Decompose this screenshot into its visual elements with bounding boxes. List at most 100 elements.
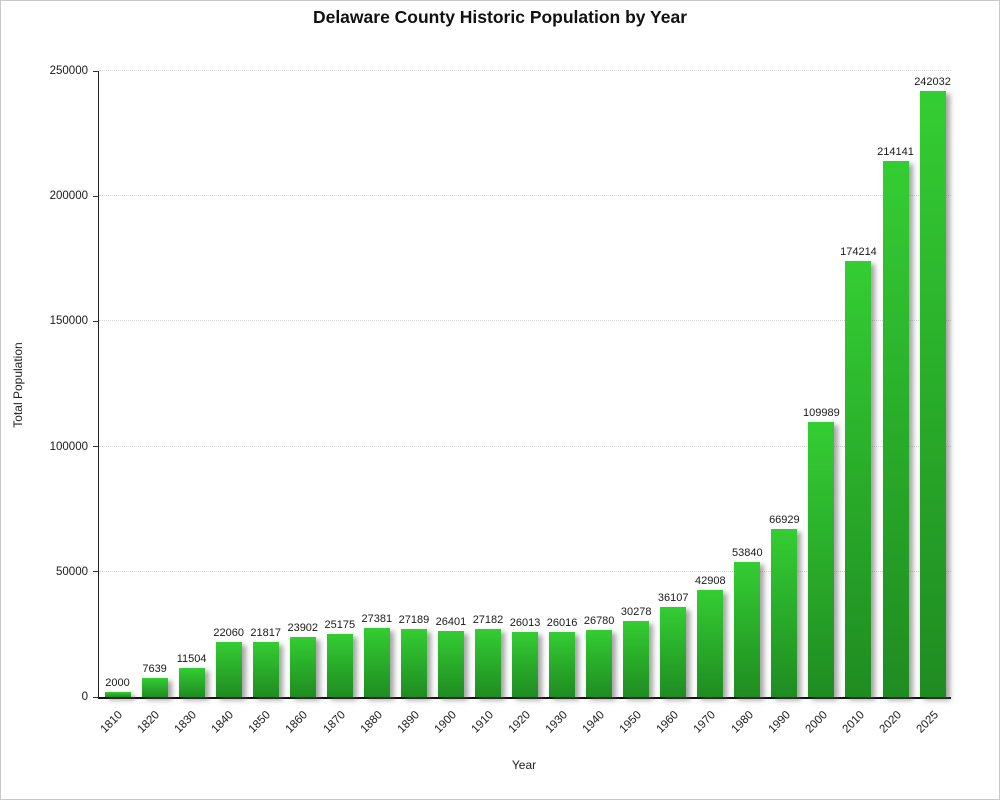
bar-1860 — [289, 637, 316, 697]
x-slot: 1820 — [135, 701, 172, 743]
y-tick-label: 50000 — [56, 565, 88, 578]
x-slot: 1940 — [580, 701, 617, 743]
bar-value-label: 26401 — [435, 615, 467, 628]
bar-value-label: 27381 — [361, 613, 393, 626]
x-tick-label: 2000 — [803, 709, 830, 736]
bar-1830 — [178, 668, 205, 697]
bar-1930 — [549, 631, 576, 697]
x-tick-label: 1990 — [766, 709, 793, 736]
bar-1880 — [363, 628, 390, 697]
bar-group-1930: 26016 — [544, 71, 581, 697]
x-tick-label: 1900 — [432, 709, 459, 736]
x-slot: 1890 — [395, 701, 432, 743]
x-tick-label: 2010 — [840, 709, 867, 736]
x-slot: 1830 — [172, 701, 209, 743]
y-tick-mark — [93, 195, 99, 197]
bar-value-label: 11504 — [176, 653, 207, 666]
bar-1910 — [474, 628, 501, 697]
bar-1870 — [326, 633, 353, 697]
bar-group-2010: 174214 — [840, 71, 877, 697]
bar-1820 — [141, 677, 168, 697]
bar-group-1810: 2000 — [99, 71, 136, 697]
bar-1810 — [104, 692, 131, 697]
bar-1970 — [697, 589, 724, 697]
bar-group-2020: 214141 — [877, 71, 914, 697]
bar-value-label: 27182 — [472, 613, 504, 626]
x-slot: 1870 — [321, 701, 358, 743]
bar-1940 — [586, 629, 613, 697]
y-tick-label: 200000 — [49, 190, 88, 203]
bar-2000 — [808, 421, 835, 697]
y-tick-mark — [93, 320, 99, 322]
x-tick-label: 1960 — [654, 709, 682, 736]
bar-value-label: 26013 — [509, 616, 541, 629]
bar-value-label: 174214 — [840, 245, 877, 258]
x-tick-label: 1810 — [98, 709, 126, 736]
x-tick-label: 1880 — [358, 709, 385, 736]
x-slot: 1980 — [729, 701, 766, 743]
bar-1850 — [252, 642, 279, 697]
x-tick-label: 1830 — [172, 709, 200, 736]
bar-value-label: 25175 — [324, 618, 356, 631]
bar-value-label: 26016 — [546, 616, 578, 629]
x-slot: 1950 — [617, 701, 654, 743]
bar-2020 — [882, 160, 909, 697]
chart-title: Delaware County Historic Population by Y… — [312, 7, 688, 27]
bar-group-1950: 30278 — [618, 71, 655, 697]
bar-group-2025: 242032 — [914, 71, 951, 697]
bar-group-1900: 26401 — [432, 71, 469, 697]
bar-value-label: 21817 — [250, 627, 281, 640]
x-axis-labels: 1810 1820 1830 1840 1850 1860 1870 1880 1890 1900… — [98, 701, 951, 743]
y-tick-label: 250000 — [49, 65, 88, 77]
y-tick-label: 150000 — [49, 315, 88, 328]
y-tick-mark — [93, 70, 99, 72]
y-axis-title: Total Population — [11, 342, 25, 428]
bar-group-1890: 27189 — [395, 71, 432, 697]
bar-value-label: 42908 — [694, 574, 726, 587]
gridline — [99, 195, 951, 197]
bar-value-label: 26780 — [583, 614, 615, 627]
bar-group-1870: 25175 — [321, 71, 358, 697]
plot-area: 2000 7639 11504 22060 21817 23902 25175 27381 27… — [50, 65, 951, 703]
gridline — [99, 320, 951, 322]
x-slot: 1840 — [209, 701, 246, 743]
x-slot: 1910 — [469, 701, 506, 743]
bar-group-2000: 109989 — [803, 71, 840, 697]
bar-group-1850: 21817 — [247, 71, 284, 697]
x-slot: 1920 — [506, 701, 543, 743]
bar-value-label: 242032 — [914, 75, 951, 88]
x-tick-label: 1970 — [691, 709, 719, 736]
x-tick-label: 1870 — [321, 709, 348, 736]
bar-group-1940: 26780 — [581, 71, 618, 697]
x-tick-label: 2020 — [877, 709, 905, 736]
x-slot: 2020 — [877, 701, 914, 743]
bar-group-1840: 22060 — [210, 71, 247, 697]
x-tick-label: 1890 — [395, 709, 422, 736]
x-slot: 1900 — [432, 701, 469, 743]
bar-value-label: 109989 — [803, 406, 840, 419]
bar-group-1860: 23902 — [284, 71, 321, 697]
y-tick-label: 100000 — [49, 440, 88, 453]
x-tick-label: 1910 — [469, 709, 496, 736]
bar-value-label: 66929 — [769, 514, 800, 527]
x-tick-label: 1840 — [209, 709, 237, 736]
x-tick-label: 1930 — [543, 709, 571, 736]
bar-group-1820: 7639 — [136, 71, 173, 697]
bar-group-1920: 26013 — [507, 71, 544, 697]
bar-value-label: 7639 — [142, 662, 167, 675]
bar-group-1960: 36107 — [655, 71, 692, 697]
gridline — [99, 570, 951, 572]
y-tick-mark — [93, 571, 99, 573]
x-tick-label: 2025 — [914, 709, 942, 736]
bar-1950 — [623, 621, 650, 697]
x-slot: 1990 — [766, 701, 803, 743]
bar-1920 — [512, 631, 539, 697]
bar-group-1970: 42908 — [692, 71, 729, 697]
bar-group-1910: 27182 — [469, 71, 506, 697]
bar-1890 — [400, 628, 427, 697]
x-slot: 1960 — [654, 701, 691, 743]
gridline — [99, 70, 951, 71]
x-slot: 1930 — [543, 701, 580, 743]
bar-value-label: 27189 — [398, 613, 430, 626]
